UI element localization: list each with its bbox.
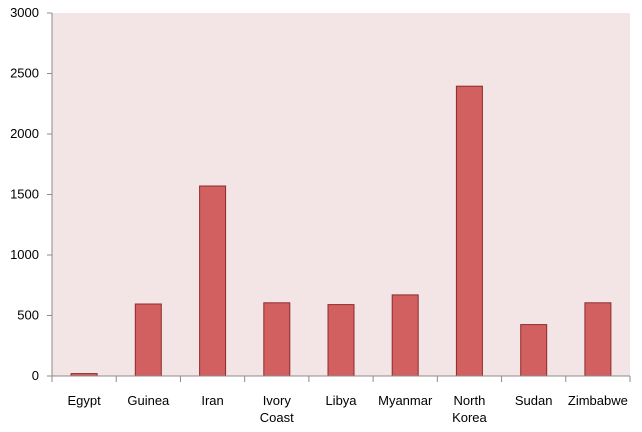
axes-group [47, 12, 631, 382]
x-tick-label: Myanmar [378, 393, 433, 408]
bar-iran [199, 185, 227, 377]
x-tick-label: Libya [325, 393, 357, 408]
bar-zimbabwe [584, 302, 612, 377]
bar-sudan [520, 324, 548, 377]
bar-north-korea [455, 85, 483, 377]
bar-libya [327, 304, 355, 377]
y-tick-label: 3000 [10, 5, 39, 20]
x-tick-label: Ivory Coast [260, 393, 294, 425]
x-tick-label: Zimbabwe [568, 393, 628, 408]
y-tick-label: 2000 [10, 126, 39, 141]
x-tick-label: Guinea [127, 393, 170, 408]
x-tick-label: Iran [201, 393, 223, 408]
y-tick-label: 500 [17, 308, 39, 323]
bar-ivory-coast [263, 302, 291, 377]
y-tick-label: 1000 [10, 247, 39, 262]
x-tick-label: Sudan [515, 393, 553, 408]
bar-guinea [134, 303, 162, 377]
bars-group [70, 85, 612, 377]
y-tick-labels: 0 500 1000 1500 2000 2500 3000 [10, 5, 39, 383]
x-tick-label: North Korea [452, 393, 487, 425]
bar-myanmar [391, 294, 419, 377]
x-tick-label: Egypt [67, 393, 101, 408]
y-tick-label: 1500 [10, 187, 39, 202]
y-tick-label: 2500 [10, 66, 39, 81]
x-tick-labels: Egypt Guinea Iran Ivory Coast Libya Myanmar Nor… [67, 393, 627, 425]
y-tick-label: 0 [32, 368, 39, 383]
